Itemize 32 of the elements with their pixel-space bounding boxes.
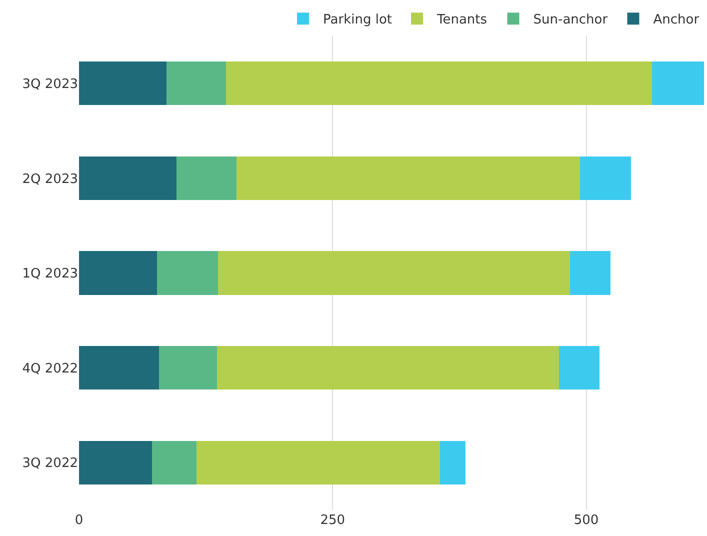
bar xyxy=(216,346,559,390)
bar xyxy=(159,346,217,390)
bar xyxy=(440,440,466,484)
legend-label: Parking lot xyxy=(323,12,392,28)
bar xyxy=(152,440,197,484)
bar xyxy=(652,62,704,106)
y-tick-label: 2Q 2023 xyxy=(22,172,78,187)
legend-label: Tenants xyxy=(436,12,488,28)
y-tick-label: 3Q 2022 xyxy=(22,456,78,472)
legend-label: Sun-anchor xyxy=(533,12,608,28)
bar xyxy=(79,62,166,106)
bar xyxy=(79,440,152,484)
x-tick-label: 500 xyxy=(574,513,599,528)
bar xyxy=(570,251,611,295)
bar xyxy=(79,251,158,295)
bar xyxy=(176,156,236,200)
bar xyxy=(79,346,160,390)
bar xyxy=(166,62,226,106)
y-tick-label: 4Q 2022 xyxy=(22,361,78,376)
bar xyxy=(226,62,652,106)
bar xyxy=(79,156,176,200)
bar xyxy=(236,156,580,200)
bar xyxy=(218,251,570,295)
y-tick-label: 3Q 2023 xyxy=(22,76,78,92)
bar xyxy=(558,346,600,390)
legend-label: Anchor xyxy=(653,12,700,28)
x-tick-label: 0 xyxy=(74,513,84,528)
bar xyxy=(580,156,631,200)
y-tick-label: 1Q 2023 xyxy=(22,266,78,282)
bar xyxy=(157,251,218,295)
bar xyxy=(196,440,440,484)
x-tick-label: 250 xyxy=(320,513,346,528)
